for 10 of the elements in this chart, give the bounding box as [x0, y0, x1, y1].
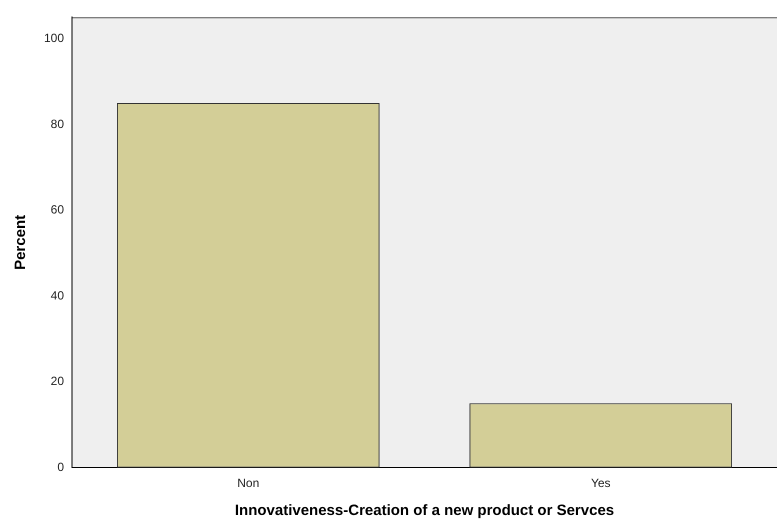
x-tick-label: Non — [237, 476, 260, 490]
y-tick-label: 40 — [50, 288, 64, 302]
y-tick-label: 100 — [44, 30, 64, 45]
y-axis-title: Percent — [12, 214, 30, 270]
y-tick-label: 20 — [50, 374, 64, 388]
y-tick-label: 80 — [50, 116, 64, 131]
y-tick-label: 60 — [50, 202, 64, 217]
x-axis-title: Innovativeness-Creation of a new product or Servces — [234, 502, 614, 520]
x-tick-label: Yes — [590, 476, 611, 490]
y-tick-label: 0 — [57, 460, 64, 474]
